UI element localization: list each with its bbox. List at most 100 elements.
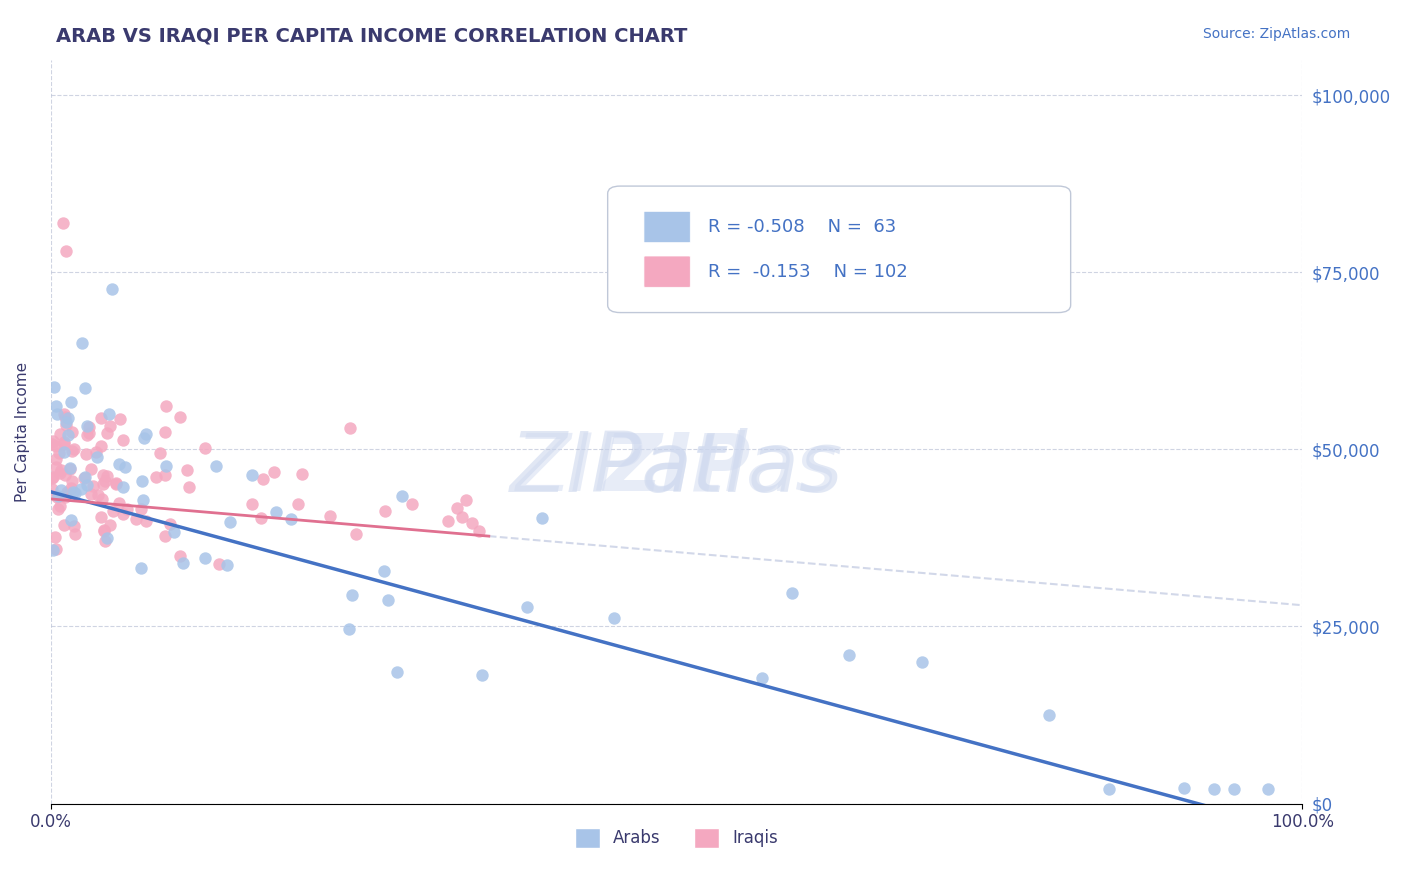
Point xyxy=(62,519,84,533)
Point xyxy=(751,671,773,685)
Point xyxy=(250,511,273,525)
Point xyxy=(401,497,423,511)
Point xyxy=(53,467,76,482)
Point xyxy=(155,459,177,474)
Point xyxy=(75,470,97,484)
Point xyxy=(60,443,83,458)
Point xyxy=(240,497,263,511)
Point xyxy=(76,478,98,492)
Point xyxy=(129,561,152,575)
Point xyxy=(111,434,134,448)
Point xyxy=(90,439,112,453)
Point xyxy=(55,487,77,501)
Point xyxy=(145,470,167,484)
Point xyxy=(194,442,217,456)
Point xyxy=(45,408,67,422)
Point xyxy=(76,419,98,434)
Point xyxy=(45,491,67,505)
Text: ZIP: ZIP xyxy=(603,430,751,508)
Point xyxy=(108,457,131,471)
Text: R = -0.508    N =  63: R = -0.508 N = 63 xyxy=(707,218,896,236)
Point xyxy=(56,484,79,499)
Point xyxy=(75,381,97,395)
Point xyxy=(52,437,75,451)
Point xyxy=(52,216,75,230)
Point xyxy=(56,410,79,425)
Point xyxy=(172,557,194,571)
Point xyxy=(838,648,860,662)
Point xyxy=(129,502,152,516)
Point xyxy=(53,517,76,532)
Point xyxy=(132,493,155,508)
Point xyxy=(65,526,87,541)
Point xyxy=(374,504,396,518)
Point xyxy=(96,468,118,483)
Point xyxy=(49,466,72,480)
Point xyxy=(45,460,67,475)
Point xyxy=(131,474,153,488)
Point xyxy=(98,518,121,533)
Point xyxy=(263,465,285,479)
Point xyxy=(48,426,70,441)
Point xyxy=(1257,782,1279,797)
Point xyxy=(59,462,82,476)
Point xyxy=(91,477,114,491)
Point xyxy=(218,515,240,529)
Point xyxy=(76,427,98,442)
Point xyxy=(264,505,287,519)
Point xyxy=(344,527,367,541)
Point xyxy=(112,480,135,494)
Point xyxy=(194,550,217,565)
Point xyxy=(86,450,108,464)
Point xyxy=(208,557,231,571)
Point xyxy=(373,564,395,578)
Point xyxy=(84,445,107,459)
Y-axis label: Per Capita Income: Per Capita Income xyxy=(15,361,30,501)
Point xyxy=(155,425,177,439)
Point xyxy=(48,499,70,513)
Point xyxy=(1204,782,1226,797)
Point xyxy=(94,474,117,488)
Point xyxy=(215,558,238,572)
Point xyxy=(62,485,84,500)
Point xyxy=(291,467,314,481)
Point xyxy=(169,410,191,425)
Point xyxy=(149,446,172,460)
Point xyxy=(287,497,309,511)
Point xyxy=(135,515,157,529)
Point xyxy=(91,492,114,507)
Point xyxy=(46,501,69,516)
Text: Source: ZipAtlas.com: Source: ZipAtlas.com xyxy=(1202,27,1350,41)
Point xyxy=(90,411,112,425)
Point xyxy=(77,425,100,440)
Point xyxy=(42,434,65,448)
Legend: Arabs, Iraqis: Arabs, Iraqis xyxy=(568,822,785,855)
Point xyxy=(91,468,114,483)
Point xyxy=(460,516,482,530)
Point xyxy=(101,503,124,517)
Point xyxy=(45,439,67,453)
Point xyxy=(911,655,934,669)
Point xyxy=(531,510,554,524)
Point xyxy=(467,524,489,538)
Point xyxy=(108,496,131,510)
Point xyxy=(105,476,128,491)
Point xyxy=(115,501,138,516)
Point xyxy=(98,418,121,433)
Point xyxy=(53,491,76,505)
Point xyxy=(385,665,408,680)
Point xyxy=(134,431,156,445)
Point xyxy=(60,513,83,527)
Text: ARAB VS IRAQI PER CAPITA INCOME CORRELATION CHART: ARAB VS IRAQI PER CAPITA INCOME CORRELAT… xyxy=(56,27,688,45)
Point xyxy=(49,483,72,498)
Point xyxy=(125,512,148,526)
FancyBboxPatch shape xyxy=(644,256,690,287)
Point xyxy=(46,489,69,503)
Point xyxy=(59,481,82,495)
Point xyxy=(94,533,117,548)
Point xyxy=(111,508,134,522)
Point xyxy=(53,409,76,424)
Point xyxy=(90,510,112,524)
Point xyxy=(69,482,91,496)
Point xyxy=(45,541,67,556)
